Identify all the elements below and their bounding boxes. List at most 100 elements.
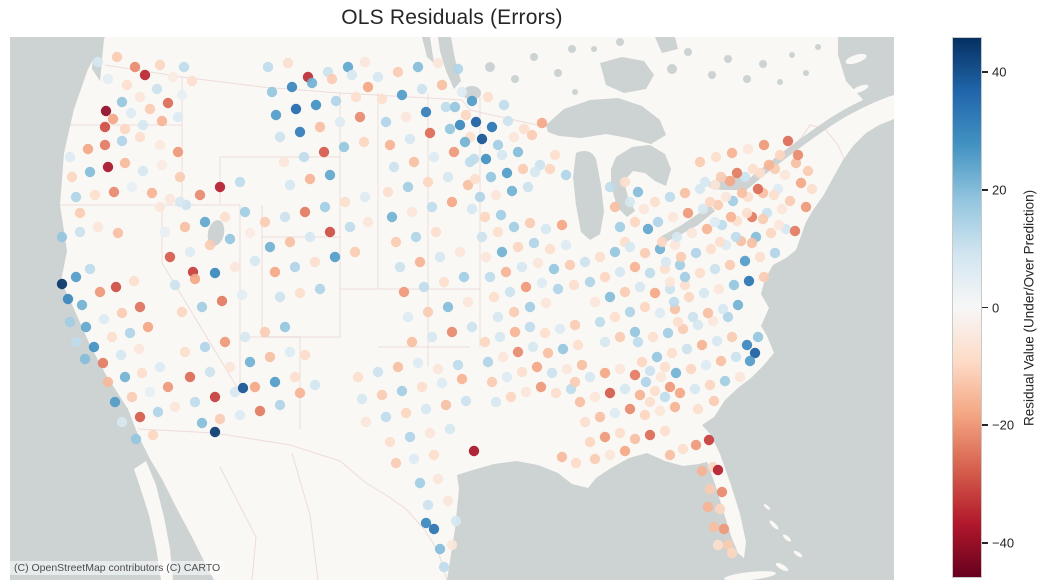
data-point <box>309 256 321 268</box>
canadian-lakes-specks <box>485 38 821 95</box>
data-point <box>524 321 536 333</box>
data-point <box>632 336 644 348</box>
data-point <box>769 247 781 259</box>
data-point <box>494 331 506 343</box>
data-point <box>532 257 544 269</box>
data-point <box>274 131 286 143</box>
data-point <box>496 246 508 258</box>
data-point <box>299 206 311 218</box>
data-point <box>502 115 514 127</box>
data-point <box>480 153 492 165</box>
data-point <box>204 366 216 378</box>
data-point <box>115 349 127 361</box>
data-point <box>687 311 699 323</box>
data-point <box>669 239 681 251</box>
data-point <box>372 71 384 83</box>
data-point <box>56 231 68 243</box>
data-point <box>484 271 496 283</box>
data-point <box>290 103 302 115</box>
data-point <box>279 321 291 333</box>
data-point <box>702 501 714 513</box>
data-point <box>698 287 710 299</box>
data-point <box>79 353 91 365</box>
data-point <box>570 457 582 469</box>
data-point <box>244 356 256 368</box>
lake-superior <box>546 98 666 144</box>
data-point <box>334 116 346 128</box>
data-point <box>599 431 611 443</box>
data-point <box>137 165 149 177</box>
data-point <box>594 411 606 423</box>
data-point <box>279 211 291 223</box>
data-point <box>536 117 548 129</box>
data-point <box>66 171 78 183</box>
data-point <box>269 266 281 278</box>
data-point <box>76 299 88 311</box>
data-point <box>416 83 428 95</box>
data-point <box>712 539 724 551</box>
data-point <box>458 271 470 283</box>
data-point <box>722 539 734 551</box>
data-point <box>324 169 336 181</box>
data-point <box>452 63 464 75</box>
data-point <box>214 413 226 425</box>
data-point <box>420 106 432 118</box>
data-point <box>548 263 560 275</box>
data-point <box>741 339 753 351</box>
data-point <box>434 251 446 263</box>
data-point <box>614 363 626 375</box>
data-point <box>604 449 616 461</box>
data-point <box>462 179 474 191</box>
data-point <box>704 379 716 391</box>
data-point <box>649 196 661 208</box>
data-point <box>604 291 616 303</box>
data-point <box>522 181 534 193</box>
data-point <box>763 159 775 171</box>
data-point <box>224 233 236 245</box>
data-point <box>773 219 785 231</box>
data-point <box>398 286 410 298</box>
data-point <box>319 201 331 213</box>
data-point <box>712 199 724 211</box>
data-point <box>154 59 166 71</box>
data-point <box>121 79 133 91</box>
data-point <box>107 113 119 125</box>
data-point <box>644 429 656 441</box>
data-point <box>84 263 96 275</box>
data-point <box>199 341 211 353</box>
data-point <box>162 381 174 393</box>
data-point <box>679 187 691 199</box>
data-point <box>362 216 374 228</box>
data-point <box>485 171 497 183</box>
data-point <box>412 61 424 73</box>
data-point <box>144 386 156 398</box>
data-point <box>440 399 452 411</box>
data-point <box>560 239 572 251</box>
data-point <box>400 407 412 419</box>
data-point <box>178 61 190 73</box>
colorbar-tick-label: 20 <box>992 182 1007 198</box>
colorbar-axis-label: Residual Value (Under/Over Prediction) <box>1021 189 1037 426</box>
data-point <box>726 547 738 559</box>
lake-winnipegosis <box>422 37 434 63</box>
data-point <box>442 301 454 313</box>
data-point <box>92 56 104 68</box>
data-point <box>124 327 136 339</box>
data-point <box>428 151 440 163</box>
data-point <box>189 273 201 285</box>
data-point <box>701 223 713 235</box>
data-point <box>609 407 621 419</box>
data-point <box>174 196 186 208</box>
data-point <box>416 381 428 393</box>
data-point <box>119 157 131 169</box>
data-point <box>569 319 581 331</box>
colorbar <box>952 37 982 578</box>
data-point <box>111 51 123 63</box>
data-point <box>644 396 656 408</box>
data-point <box>209 267 221 279</box>
data-point <box>446 326 458 338</box>
data-point <box>765 227 777 239</box>
data-point <box>134 301 146 313</box>
data-point <box>660 256 672 268</box>
